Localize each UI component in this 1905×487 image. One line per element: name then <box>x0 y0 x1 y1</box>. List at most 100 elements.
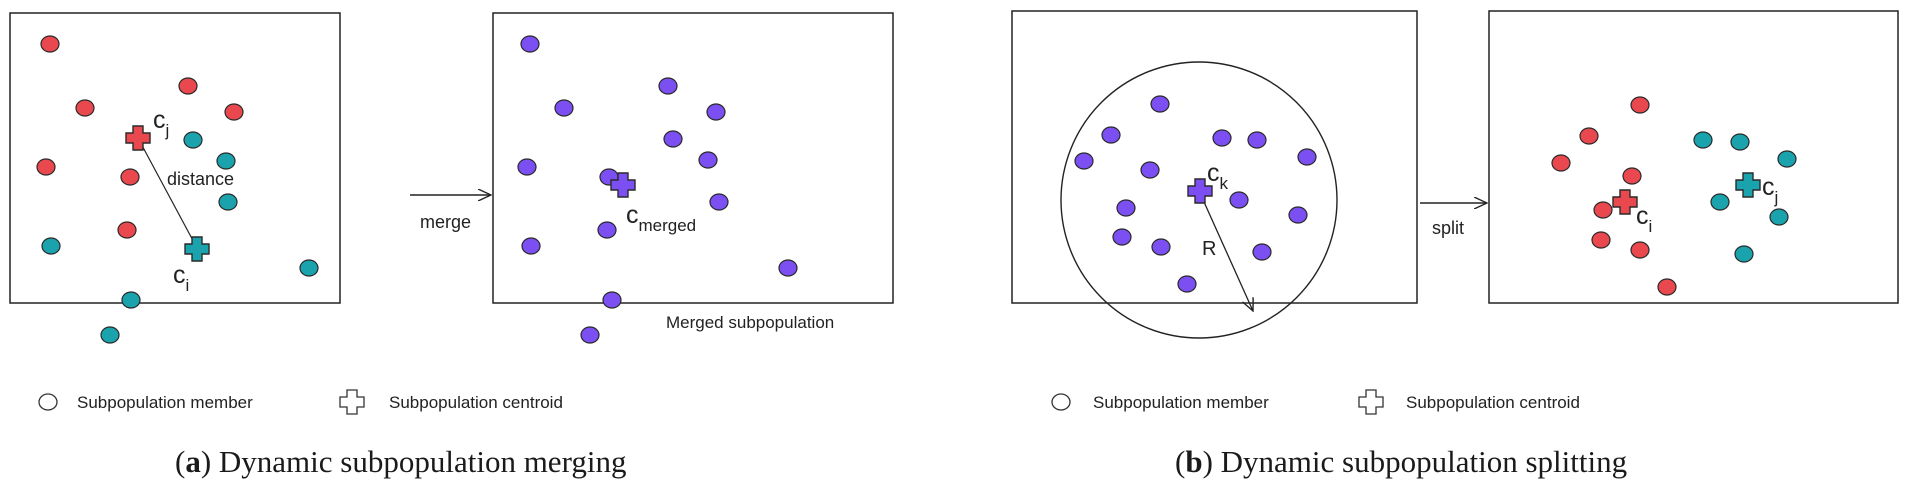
legend-centroid-label: Subpopulation centroid <box>1406 393 1580 412</box>
member-dot <box>218 193 238 211</box>
legend-member-icon <box>1051 393 1071 411</box>
caption-a-letter: a <box>185 444 201 479</box>
centroid-label-ci-a: ci <box>173 261 189 295</box>
member-dot <box>520 35 540 53</box>
member-dot <box>1777 150 1797 168</box>
member-dot <box>1769 208 1789 226</box>
member-dot <box>778 259 798 277</box>
member-dot <box>521 237 541 255</box>
legend-centroid-plus-icon <box>339 389 365 415</box>
member-dot <box>1730 133 1750 151</box>
member-dot <box>1288 206 1308 224</box>
panel-b-right-box <box>1488 10 1899 304</box>
member-dot <box>1112 228 1132 246</box>
centroid-ck <box>1187 178 1213 204</box>
distance-label: distance <box>167 169 234 189</box>
centroid-ci-a <box>184 236 210 262</box>
legend-centroid-plus-icon <box>1358 389 1384 415</box>
member-dot <box>1630 241 1650 259</box>
member-dot <box>1252 243 1272 261</box>
member-dot <box>1657 278 1677 296</box>
member-dot <box>709 193 729 211</box>
member-dot <box>698 151 718 169</box>
member-dot <box>75 99 95 117</box>
radius-arrow <box>1199 192 1253 311</box>
centroid-distance-line <box>137 137 198 249</box>
member-dot <box>1710 193 1730 211</box>
member-dot <box>1212 129 1232 147</box>
member-dot <box>1116 199 1136 217</box>
centroid-merged <box>610 172 636 198</box>
member-dot <box>1101 126 1121 144</box>
centroid-ci-b <box>1612 189 1638 215</box>
centroid-layer <box>125 125 1761 262</box>
member-dot <box>1074 152 1094 170</box>
member-dot <box>1150 95 1170 113</box>
member-dot <box>36 158 56 176</box>
caption-b: (b) Dynamic subpopulation splitting <box>1175 444 1628 479</box>
member-dot <box>121 291 141 309</box>
member-dot <box>120 168 140 186</box>
member-dot <box>1151 238 1171 256</box>
member-dot <box>117 221 137 239</box>
member-dot <box>706 103 726 121</box>
member-dot <box>1140 161 1160 179</box>
member-dot <box>224 103 244 121</box>
legend-plus-shape <box>1358 389 1384 415</box>
member-dot <box>1297 148 1317 166</box>
member-dot <box>1591 231 1611 249</box>
legend-member-label: Subpopulation member <box>77 393 253 412</box>
member-dot <box>299 259 319 277</box>
member-dot <box>1247 131 1267 149</box>
member-dot <box>1630 96 1650 114</box>
radius-label: R <box>1202 238 1216 260</box>
member-dot <box>41 237 61 255</box>
split-label: split <box>1432 218 1464 238</box>
legend-centroid-label: Subpopulation centroid <box>389 393 563 412</box>
member-dot <box>1622 167 1642 185</box>
member-dot <box>1579 127 1599 145</box>
member-dot <box>1693 131 1713 149</box>
panel-a-right-box <box>492 12 894 304</box>
centroid-label-cj-a: cj <box>153 106 169 140</box>
member-dot <box>100 326 120 344</box>
centroid-cj-a <box>125 125 151 151</box>
legend-member-icon <box>38 393 58 411</box>
legend-member-label: Subpopulation member <box>1093 393 1269 412</box>
centroid-label-ci-b: ci <box>1636 202 1652 236</box>
member-dot <box>40 35 60 53</box>
member-dot <box>1551 154 1571 172</box>
member-dot <box>1229 191 1249 209</box>
member-dot <box>602 291 622 309</box>
centroid-label-ck: ck <box>1207 159 1229 193</box>
centroid-label-merged: cmerged <box>626 201 696 235</box>
caption-b-text: Dynamic subpopulation splitting <box>1212 444 1628 479</box>
member-dot <box>183 131 203 149</box>
member-dot <box>580 326 600 344</box>
member-dots-layer <box>36 35 1797 344</box>
merge-label: merge <box>420 212 471 232</box>
legend-a: Subpopulation member Subpopulation centr… <box>38 389 563 415</box>
member-dot <box>554 99 574 117</box>
merged-subpopulation-text: Merged subpopulation <box>666 313 834 332</box>
member-dot <box>597 221 617 239</box>
member-dot <box>1734 245 1754 263</box>
panel-b-left-box <box>1011 10 1418 304</box>
panel-a-left-box <box>9 12 341 304</box>
caption-a: (a) Dynamic subpopulation merging <box>175 444 627 479</box>
legend-b: Subpopulation member Subpopulation centr… <box>1051 389 1580 415</box>
member-dot <box>658 77 678 95</box>
legend-plus-shape <box>339 389 365 415</box>
centroid-label-cj-b: cj <box>1762 173 1778 207</box>
subpopulation-radius-circle <box>1060 61 1338 339</box>
member-dot <box>1177 275 1197 293</box>
member-dot <box>663 130 683 148</box>
caption-a-text: Dynamic subpopulation merging <box>211 444 627 479</box>
member-dot <box>517 158 537 176</box>
member-dot <box>178 77 198 95</box>
member-dot <box>1593 201 1613 219</box>
centroid-cj-b <box>1735 172 1761 198</box>
caption-b-letter: b <box>1185 444 1203 479</box>
member-dot <box>216 152 236 170</box>
